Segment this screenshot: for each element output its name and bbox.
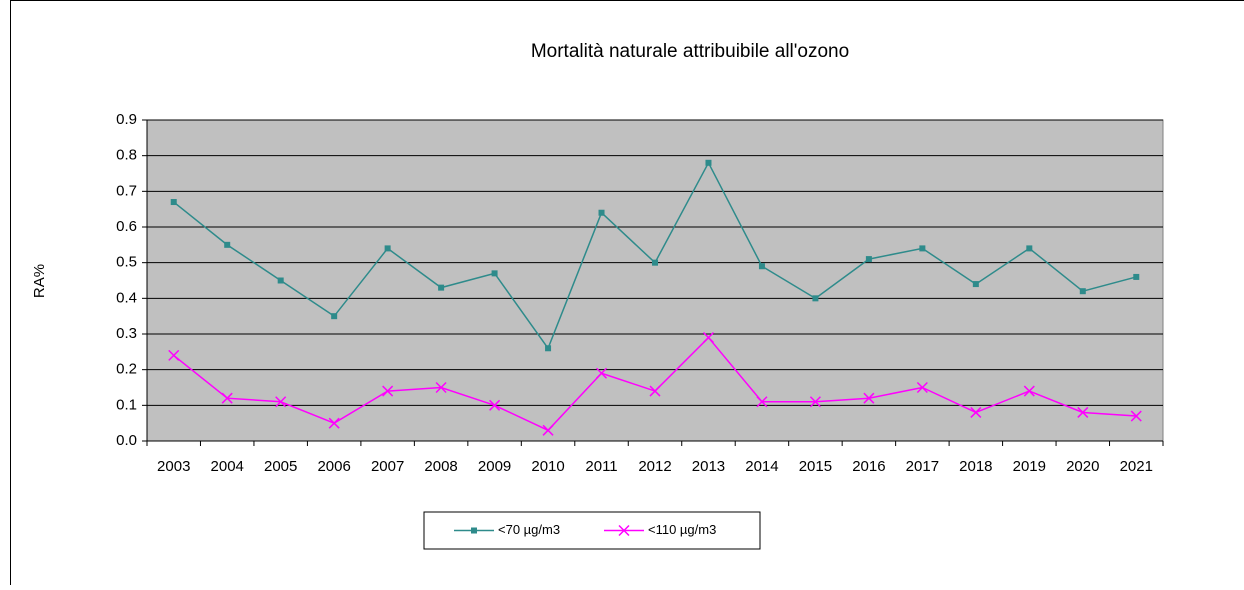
- point: [545, 345, 551, 351]
- x-tick-label: 2013: [692, 458, 725, 475]
- point: [759, 263, 765, 269]
- legend-label: <70 µg/m3: [498, 522, 560, 537]
- x-tick-label: 2017: [906, 458, 939, 475]
- point: [705, 160, 711, 166]
- x-tick-label: 2019: [1013, 458, 1046, 475]
- point: [919, 245, 925, 251]
- y-tick-label: 0.9: [116, 111, 137, 128]
- legend-label: <110 µg/m3: [648, 522, 716, 537]
- x-tick-label: 2010: [531, 458, 564, 475]
- y-tick-label: 0.1: [116, 396, 137, 413]
- x-tick-label: 2014: [745, 458, 778, 475]
- y-tick-label: 0.0: [116, 432, 137, 449]
- y-tick-label: 0.7: [116, 182, 137, 199]
- y-axis-label: RA%: [31, 264, 48, 298]
- point: [385, 245, 391, 251]
- point: [492, 270, 498, 276]
- x-tick-label: 2012: [638, 458, 671, 475]
- x-tick-label: 2011: [585, 458, 617, 475]
- y-tick-label: 0.5: [116, 254, 137, 271]
- x-tick-label: 2007: [371, 458, 404, 475]
- x-tick-label: 2005: [264, 458, 297, 475]
- x-tick-label: 2004: [211, 458, 244, 475]
- point: [812, 295, 818, 301]
- point: [1133, 274, 1139, 280]
- point: [278, 278, 284, 284]
- point: [973, 281, 979, 287]
- y-tick-label: 0.6: [116, 218, 137, 235]
- x-tick-label: 2021: [1120, 458, 1153, 475]
- x-tick-label: 2009: [478, 458, 511, 475]
- point: [866, 256, 872, 262]
- plot-area: [147, 120, 1163, 441]
- point: [599, 210, 605, 216]
- point: [438, 285, 444, 291]
- chart-title: Mortalità naturale attribuibile all'ozon…: [531, 41, 849, 62]
- x-tick-label: 2003: [157, 458, 190, 475]
- y-tick-label: 0.4: [116, 289, 137, 306]
- point: [331, 313, 337, 319]
- point: [652, 260, 658, 266]
- x-tick-label: 2008: [424, 458, 457, 475]
- y-tick-label: 0.2: [116, 361, 137, 378]
- point: [1026, 245, 1032, 251]
- point: [224, 242, 230, 248]
- x-tick-label: 2018: [959, 458, 992, 475]
- x-tick-label: 2020: [1066, 458, 1099, 475]
- y-tick-label: 0.8: [116, 147, 137, 164]
- y-tick-label: 0.3: [116, 325, 137, 342]
- x-tick-label: 2006: [317, 458, 350, 475]
- point: [471, 528, 477, 534]
- point: [1080, 288, 1086, 294]
- x-tick-label: 2015: [799, 458, 832, 475]
- x-tick-label: 2016: [852, 458, 885, 475]
- point: [171, 199, 177, 205]
